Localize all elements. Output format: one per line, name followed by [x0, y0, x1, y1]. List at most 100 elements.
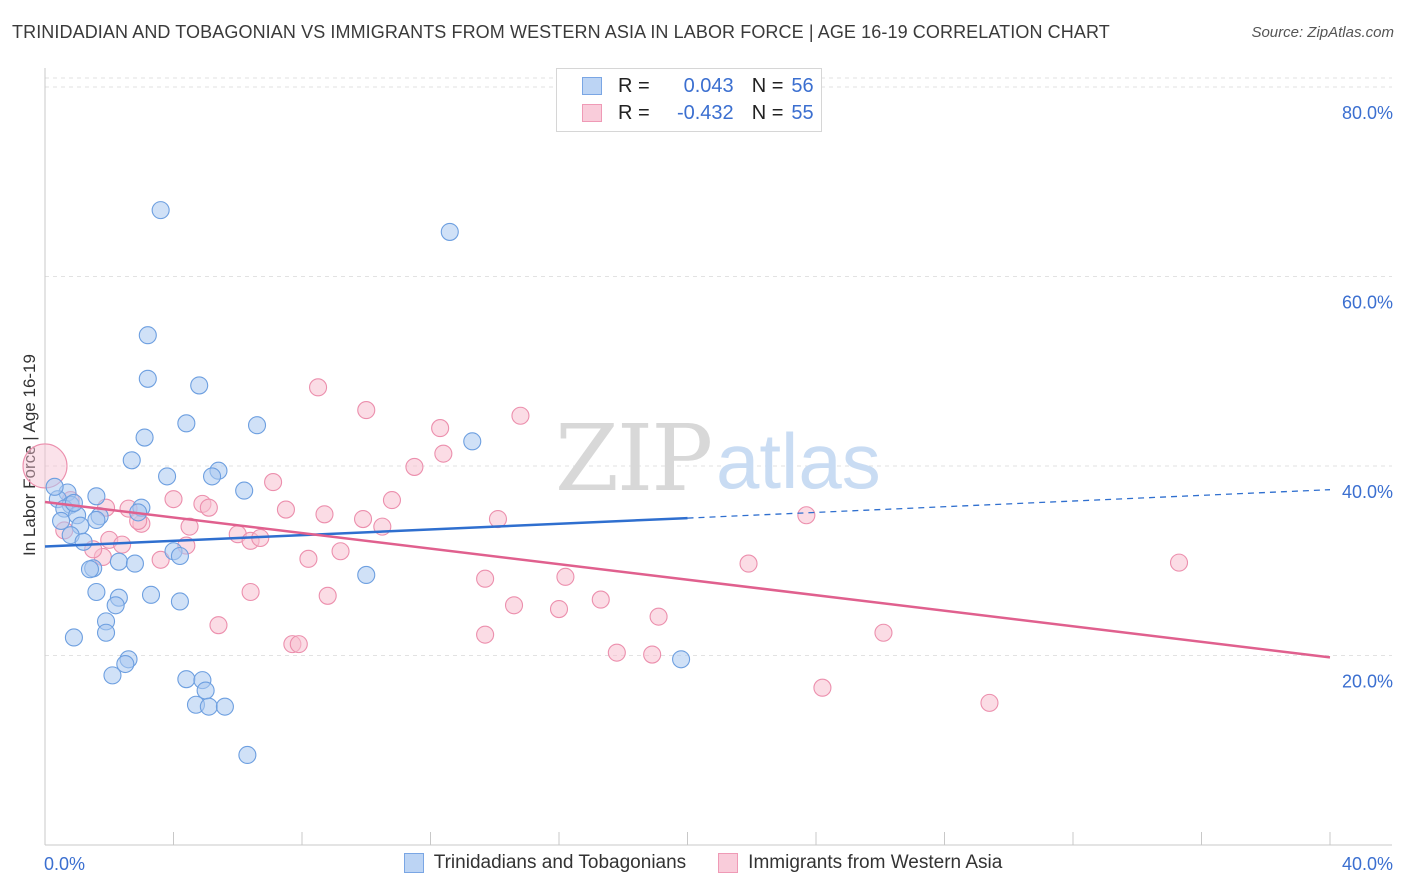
r-value-blue: 0.043: [683, 74, 734, 97]
data-point: [405, 457, 424, 476]
data-point: [141, 585, 161, 604]
legend-swatch-blue: [403, 853, 424, 873]
data-point: [315, 505, 334, 524]
data-point: [138, 369, 157, 388]
data-point: [607, 643, 626, 662]
y-tick-labels: 20.0% 40.0% 60.0% 80.0%: [1342, 103, 1393, 692]
data-point: [353, 509, 373, 529]
stats-row-pink: R = -0.432 N = 55: [582, 101, 814, 125]
data-point: [431, 419, 450, 438]
legend-swatch-blue: [582, 77, 602, 95]
data-point: [247, 416, 267, 435]
data-point: [209, 616, 228, 635]
source-label: Source: ZipAtlas.com: [1251, 24, 1394, 41]
data-point: [318, 586, 337, 605]
data-point: [382, 491, 402, 510]
data-point: [357, 565, 376, 584]
data-point: [874, 623, 893, 642]
data-point: [276, 500, 295, 519]
data-point: [476, 569, 495, 588]
data-point: [672, 650, 691, 669]
y-tick-label: 40.0%: [1342, 482, 1393, 502]
data-point: [106, 596, 125, 615]
trend-line-pink: [44, 500, 1331, 659]
data-point: [74, 532, 93, 551]
data-point: [331, 542, 350, 561]
data-point: [980, 693, 999, 712]
data-point: [289, 635, 308, 654]
r-label: R =: [618, 74, 650, 97]
r-label: R =: [618, 101, 650, 124]
data-point: [22, 443, 68, 489]
data-point: [45, 477, 64, 496]
data-point: [80, 560, 100, 579]
data-point: [556, 567, 575, 586]
data-point: [235, 481, 254, 500]
data-point: [138, 326, 157, 345]
data-point: [170, 546, 189, 566]
data-point: [177, 414, 196, 433]
data-point: [113, 535, 132, 554]
data-point: [64, 493, 83, 512]
r-value-pink: -0.432: [676, 101, 734, 124]
data-point: [463, 432, 482, 451]
data-point: [549, 600, 569, 619]
y-tick-label: 20.0%: [1342, 671, 1393, 691]
data-point: [215, 697, 234, 716]
n-label: N =: [751, 74, 784, 97]
data-point: [434, 444, 453, 463]
data-point: [504, 596, 524, 615]
data-point: [299, 549, 318, 568]
n-value-pink: 55: [791, 101, 814, 124]
data-point: [151, 201, 170, 220]
trend-line-blue-dashed: [687, 489, 1331, 519]
axes: [44, 68, 1392, 846]
y-tick-label: 80.0%: [1342, 103, 1393, 123]
data-point: [158, 467, 177, 486]
data-point: [591, 590, 610, 609]
series-legend: Trinidadians and Tobagonians Immigrants …: [0, 852, 1406, 874]
data-point: [797, 506, 816, 525]
data-point: [643, 645, 662, 664]
data-point: [203, 467, 222, 486]
trend-line-blue: [44, 516, 688, 548]
data-point: [87, 487, 106, 506]
y-tick-label: 60.0%: [1342, 292, 1393, 312]
data-point: [190, 376, 209, 395]
x-tick-label-left: 0.0%: [44, 854, 85, 874]
data-point: [440, 222, 459, 241]
x-tick-label-right: 40.0%: [1342, 854, 1393, 874]
chart-title: TRINIDADIAN AND TOBAGONIAN VS IMMIGRANTS…: [12, 22, 1110, 42]
watermark: ZIP atlas: [555, 405, 881, 512]
data-point: [122, 451, 141, 470]
data-point: [164, 490, 183, 509]
data-point: [199, 498, 218, 517]
data-point: [357, 401, 376, 420]
trend-lines: [44, 489, 1331, 659]
watermark-atlas: atlas: [716, 417, 881, 505]
data-point: [309, 378, 328, 397]
data-point: [52, 511, 71, 530]
legend-swatch-pink: [718, 853, 739, 873]
data-point: [103, 666, 122, 685]
legend-label-trinidadians: Trinidadians and Tobagonians: [433, 852, 687, 873]
data-point: [87, 582, 106, 602]
legend-item-trinidadians[interactable]: Trinidadians and Tobagonians: [403, 852, 687, 874]
n-label: N =: [751, 101, 784, 124]
data-point: [177, 670, 196, 689]
data-point: [238, 745, 257, 765]
data-point: [180, 517, 199, 536]
data-point: [649, 607, 668, 626]
data-point: [135, 428, 154, 447]
data-point: [125, 554, 144, 573]
watermark-zip: ZIP: [555, 405, 711, 512]
legend-label-western-asia: Immigrants from Western Asia: [748, 852, 1003, 873]
data-point: [64, 628, 83, 647]
stats-legend: R = 0.043 N = 56 R = -0.432 N = 55: [556, 68, 822, 132]
data-point: [476, 625, 495, 644]
data-point: [813, 678, 832, 697]
legend-swatch-pink: [582, 104, 602, 122]
legend-item-western-asia[interactable]: Immigrants from Western Asia: [718, 852, 1002, 874]
data-point: [1169, 553, 1189, 572]
